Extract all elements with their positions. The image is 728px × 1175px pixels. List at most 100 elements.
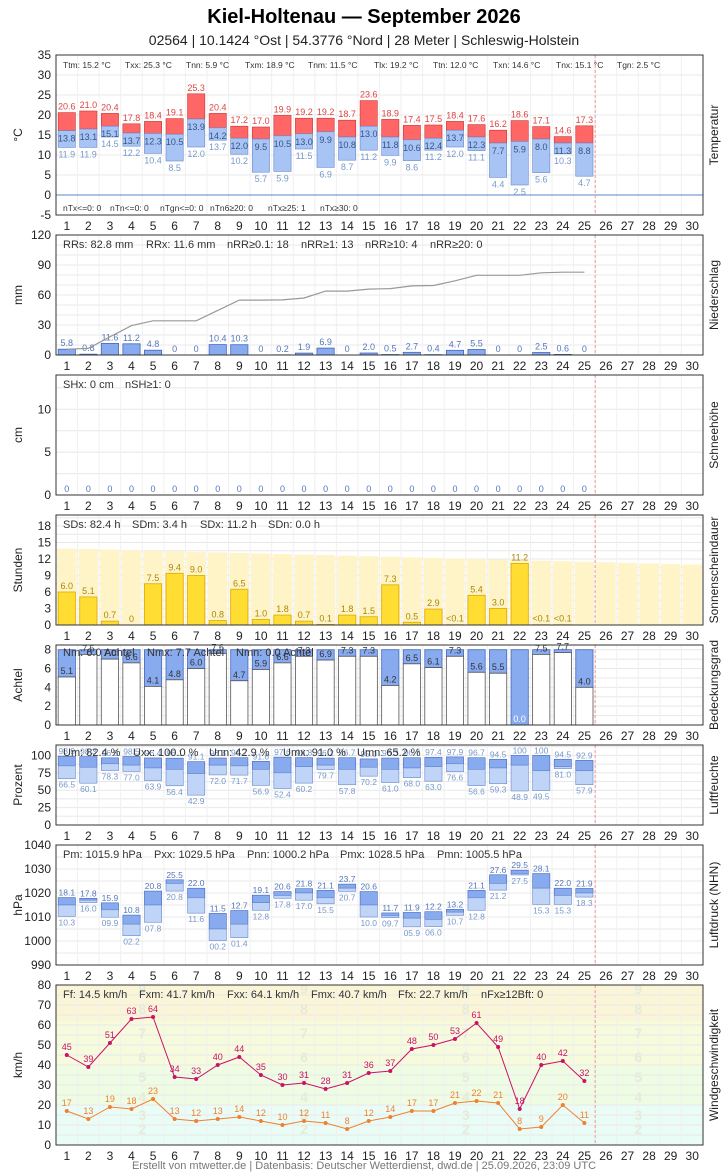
x-tick-label: 24 [556, 729, 570, 743]
gust-point [151, 1015, 156, 1019]
pressure-max-label: 17.8 [80, 888, 97, 898]
y-axis-label: hPa [11, 894, 25, 916]
x-tick-label: 27 [621, 829, 635, 843]
x-tick-label: 9 [236, 969, 243, 983]
x-tick-label: 19 [448, 729, 462, 743]
sunshine-label: 5.4 [470, 584, 483, 594]
snow-label: 0 [474, 484, 479, 494]
stat-label: Tnn: 5.9 °C [186, 60, 229, 70]
mean-wind-point [302, 1119, 307, 1123]
stat-label: nTgn<=0: 0 [160, 203, 204, 213]
x-tick-label: 21 [491, 829, 505, 843]
stat-label: Tlx: 19.2 °C [374, 60, 419, 70]
x-tick-label: 14 [340, 629, 354, 643]
tmean-label: 12.4 [425, 141, 443, 151]
mean-wind-label: 11 [580, 1110, 589, 1120]
astronomical-max-bar [100, 549, 120, 625]
tmax-label: 14.6 [554, 126, 572, 136]
sunshine-label: 6.0 [61, 581, 74, 591]
cloud-label: 7.3 [341, 645, 354, 655]
tmean-label: 5.9 [513, 144, 526, 154]
temp-bar-lower [57, 130, 76, 148]
humidity-bar-upper [208, 757, 227, 766]
y-tick-label: 20 [38, 1098, 52, 1112]
x-tick-label: 25 [578, 729, 592, 743]
x-tick-label: 5 [150, 499, 157, 513]
sunshine-bar [57, 591, 76, 626]
gust-point [258, 1073, 263, 1077]
y-tick-label: 4 [44, 680, 51, 694]
x-tick-label: 22 [513, 629, 527, 643]
tmean-label: 9.9 [319, 135, 332, 145]
temp-bar-upper [122, 123, 141, 134]
x-tick-label: 4 [128, 629, 135, 643]
sunshine-bar [100, 620, 119, 626]
humidity-max-label: 98.9 [59, 746, 76, 756]
x-tick-label: 9 [236, 1149, 243, 1163]
x-tick-label: 20 [470, 969, 484, 983]
x-tick-label: 5 [150, 969, 157, 983]
stat-label: nTx≥25: 1 [268, 203, 306, 213]
x-tick-label: 16 [384, 829, 398, 843]
astronomical-max-bar [596, 562, 616, 625]
temp-bar-upper [273, 115, 292, 137]
pressure-max-label: 22.0 [555, 878, 572, 888]
humidity-max-label: 96.5 [102, 748, 119, 758]
x-tick-label: 13 [319, 359, 333, 373]
tmax-label: 17.3 [576, 115, 594, 125]
x-tick-label: 6 [171, 359, 178, 373]
temp-bar-upper [230, 125, 249, 139]
cloud-bar-clear [100, 658, 119, 726]
x-tick-label: 25 [578, 629, 592, 643]
humidity-min-label: 78.3 [102, 772, 119, 782]
astronomical-max-bar [445, 558, 465, 625]
x-tick-label: 13 [319, 1149, 333, 1163]
astronomical-max-bar [660, 563, 681, 625]
temp-bar-upper [489, 129, 508, 144]
y-tick-label: 15 [38, 536, 52, 550]
x-tick-label: 17 [405, 829, 419, 843]
mean-wind-point [560, 1103, 565, 1107]
x-tick-label: 14 [340, 729, 354, 743]
humidity-bar-lower [273, 772, 292, 789]
x-tick-label: 28 [642, 219, 656, 233]
pressure-bar-upper [338, 883, 357, 889]
x-tick-label: 10 [254, 359, 268, 373]
gust-point [474, 1021, 479, 1025]
precip-label: 0 [496, 344, 501, 354]
x-tick-label: 30 [686, 359, 700, 373]
tmean-label: 9.5 [255, 142, 268, 152]
stat-label: Ff: 14.5 km/h [63, 989, 127, 1001]
sunshine-bar [294, 620, 314, 626]
x-tick-label: 26 [599, 359, 613, 373]
pressure-min-label: 06.0 [425, 928, 442, 938]
mean-wind-label: 12 [364, 1108, 374, 1118]
temp-bar-lower [230, 137, 249, 155]
beaufort-label: 7 [138, 1025, 146, 1041]
cloud-label: 4.1 [147, 675, 160, 685]
cloud-bar-clear [359, 655, 378, 726]
sunshine-label: 0.7 [104, 610, 117, 620]
cloud-label: 7.7 [557, 642, 570, 652]
pressure-min-label: 16.0 [80, 904, 97, 914]
x-tick-label: 5 [150, 219, 157, 233]
cloud-bar-clear [424, 667, 443, 726]
mean-wind-label: 12 [299, 1108, 309, 1118]
precip-label: 0.2 [276, 344, 289, 354]
x-tick-label: 24 [556, 499, 570, 513]
tmin-label: 11.2 [360, 152, 377, 162]
beaufort-label: 3 [462, 1107, 470, 1123]
tmean-label: 13.9 [187, 122, 205, 132]
beaufort-label: 3 [138, 1107, 146, 1123]
stat-label: Ttm: 15.2 °C [63, 60, 111, 70]
y-tick-label: 0 [44, 348, 51, 362]
precip-bar [467, 349, 486, 356]
gust-point [215, 1063, 220, 1067]
pressure-max-label: 20.6 [360, 882, 377, 892]
y-tick-label: 8 [44, 643, 51, 657]
temp-bar-upper [446, 121, 464, 131]
mean-wind-point [258, 1119, 263, 1123]
x-tick-label: 29 [664, 829, 678, 843]
x-tick-label: 7 [193, 499, 200, 513]
x-tick-label: 3 [107, 1149, 114, 1163]
